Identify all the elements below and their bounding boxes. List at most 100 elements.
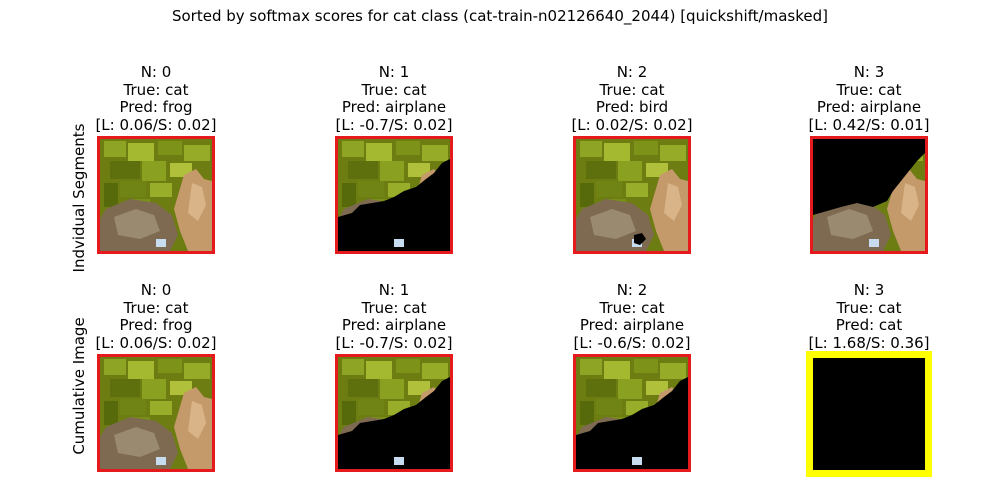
grid-cell-r1-c1: N: 1 True: cat Pred: airplane [L: -0.7/S: 0… [314,281,474,472]
cat-highlight [188,401,206,439]
light-spot [156,457,166,465]
cat-highlight [901,183,919,221]
foliage-patch [660,145,686,161]
foliage-patch [158,141,182,155]
foliage-patch [170,381,192,395]
foliage-patch [150,401,172,415]
segment-mask [634,233,646,245]
foliage-patch [358,181,384,197]
foliage-patch [342,141,364,157]
ground-highlight [827,209,873,239]
light-spot [394,239,404,247]
figure-title: Sorted by softmax scores for cat class (… [171,7,828,25]
cell-scores-label: [L: 0.02/S: 0.02] [571,115,693,134]
foliage-patch [150,183,172,197]
cell-pred-label: Pred: airplane [579,316,685,334]
segment-mask [338,159,450,251]
thumbnail-border [573,136,691,254]
cell-true-label: True: cat [599,80,665,99]
cell-index-label: N: 3 [853,281,885,299]
cell-scores-label: [L: 0.42/S: 0.01] [808,115,930,134]
segment-thumbnail [573,354,691,472]
foliage-patch [580,183,594,207]
foliage-patch [580,401,594,425]
thumbnail-content [338,139,450,251]
grid-cell-r1-c0: N: 0 True: cat Pred: frog [L: 0.06/S: 0.02] [76,281,236,472]
foliage-patch [104,359,126,375]
cell-pred-label: Pred: airplane [341,98,447,116]
segment-thumbnail [97,136,215,254]
cat-highlight [664,183,682,221]
thumbnail-border [97,136,215,254]
foliage-patch [604,143,630,161]
foliage-patch [348,161,378,179]
segment-thumbnail [335,136,453,254]
foliage-patch [128,361,154,379]
ground-highlight [590,209,636,239]
thumbnail-content [576,139,688,251]
grid-cell-r1-c3: N: 3 True: cat Pred: cat [L: 1.68/S: 0.36] [789,281,949,477]
thumbnail-border [806,351,932,477]
cell-scores-label: [L: -0.6/S: 0.02] [573,333,691,352]
full-mask [813,358,925,470]
thumbnail-border [810,136,928,254]
cell-index-label: N: 2 [616,281,648,299]
foliage-patch [422,145,448,161]
foliage-patch [396,141,420,155]
foliage-patch [634,359,658,373]
cell-true-label: True: cat [123,298,189,317]
segment-thumbnail [573,136,691,254]
foliage-patch [170,163,192,177]
thumbnail-border [335,354,453,472]
cell-scores-label: [L: 1.68/S: 0.36] [808,333,930,352]
foliage-patch [596,399,622,415]
foliage-patch [110,161,140,179]
cat-highlight [188,183,206,221]
cell-pred-label: Pred: frog [119,316,193,334]
foliage-patch [408,381,430,395]
cell-true-label: True: cat [123,80,189,99]
light-spot [869,239,879,247]
foliage-patch [580,359,602,375]
cell-true-label: True: cat [836,298,902,317]
segment-mask [338,377,450,469]
cell-pred-label: Pred: airplane [341,316,447,334]
foliage-patch [358,399,384,415]
light-spot [394,457,404,465]
foliage-patch [366,361,392,379]
segment-thumbnail [335,354,453,472]
segment-thumbnail [97,354,215,472]
foliage-patch [184,363,210,379]
thumbnail-content [813,358,925,470]
grid-cell-r0-c0: N: 0 True: cat Pred: frog [L: 0.06/S: 0.02] [76,63,236,254]
cell-true-label: True: cat [361,80,427,99]
foliage-patch [396,359,420,373]
light-spot [156,239,166,247]
foliage-patch [422,363,448,379]
cell-index-label: N: 1 [378,63,410,81]
cell-pred-label: Pred: bird [595,98,669,116]
thumbnail-border [335,136,453,254]
foliage-patch [604,361,630,379]
thumbnail-content [576,357,688,469]
grid-cell-r0-c2: N: 2 True: cat Pred: bird [L: 0.02/S: 0.02] [552,63,712,254]
grid-cell-r0-c1: N: 1 True: cat Pred: airplane [L: -0.7/S: 0… [314,63,474,254]
foliage-patch [348,379,378,397]
foliage-patch [342,401,356,425]
cell-pred-label: Pred: airplane [816,98,922,116]
foliage-patch [104,141,126,157]
foliage-patch [618,379,642,399]
cell-true-label: True: cat [836,80,902,99]
cell-index-label: N: 3 [853,63,885,81]
segment-mask [576,377,688,469]
thumbnail-content [813,139,925,251]
segment-thumbnail [806,351,932,477]
foliage-patch [104,401,118,425]
light-spot [632,457,642,465]
foliage-patch [408,163,430,177]
segment-mask [813,139,925,215]
grid-cell-r1-c2: N: 2 True: cat Pred: airplane [L: -0.6/S: 0… [552,281,712,472]
foliage-patch [158,359,182,373]
cell-index-label: N: 1 [378,281,410,299]
cell-true-label: True: cat [361,298,427,317]
